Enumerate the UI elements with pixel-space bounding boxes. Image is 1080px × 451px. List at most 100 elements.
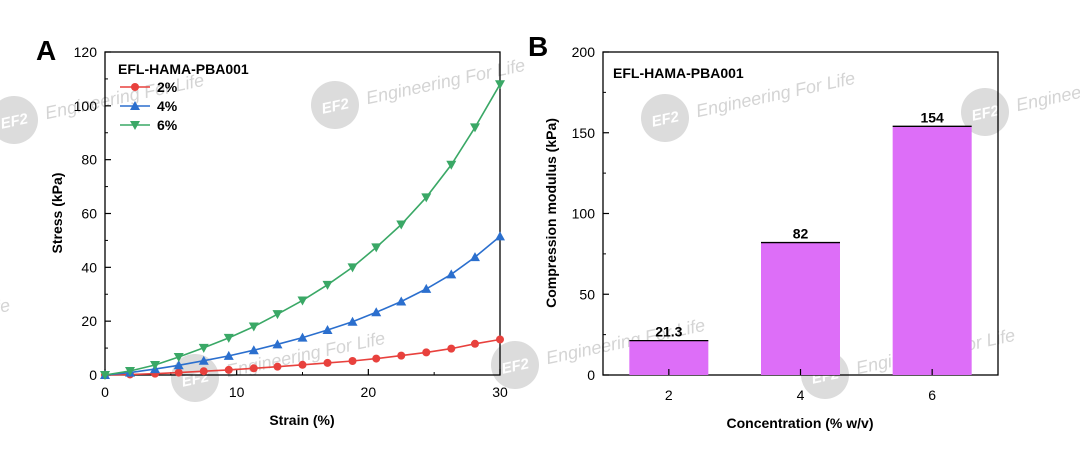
data-point-series-3 bbox=[173, 352, 184, 362]
bar-value-label: 154 bbox=[920, 109, 944, 125]
data-point-series-2 bbox=[297, 332, 308, 342]
y-tick-label: 60 bbox=[81, 206, 97, 222]
watermark-logo-icon bbox=[961, 88, 1009, 136]
panel-b-x-axis-title: Concentration (% w/v) bbox=[726, 415, 873, 431]
data-point-series-3 bbox=[469, 123, 480, 133]
watermark-logo-text: EF2 bbox=[0, 110, 30, 132]
panel-a-y-axis-title: Stress (kPa) bbox=[49, 173, 65, 254]
x-tick-label: 2 bbox=[665, 387, 673, 403]
y-tick-label: 40 bbox=[81, 259, 97, 275]
watermark-logo-text: EF2 bbox=[650, 108, 681, 130]
data-point-series-2 bbox=[421, 283, 432, 293]
panel-b-y-axis-title: Compression modulus (kPa) bbox=[543, 118, 559, 308]
y-tick-label: 80 bbox=[81, 152, 97, 168]
watermark-logo-text: EF2 bbox=[320, 95, 351, 117]
data-point-series-3 bbox=[495, 80, 505, 90]
x-tick-label: 6 bbox=[928, 387, 936, 403]
legend-entry-label: 2% bbox=[157, 79, 178, 95]
legend-marker bbox=[131, 83, 139, 91]
panel-a-x-axis-title: Strain (%) bbox=[269, 412, 334, 428]
watermark-4: EF2 Engineering For Life bbox=[961, 62, 1080, 136]
y-tick-label: 0 bbox=[587, 367, 595, 383]
data-point-series-1 bbox=[224, 365, 233, 374]
watermark-logo-icon bbox=[171, 354, 219, 402]
panel-a-stress-strain-chart: A 0 10 20 30 0 20 40 60 80 100 120 EFL-HAMA-PBA001… bbox=[36, 35, 508, 428]
watermark-logo-icon bbox=[641, 94, 689, 142]
data-point-series-3 bbox=[272, 310, 283, 320]
panel-b-label: B bbox=[528, 31, 548, 62]
data-point-series-2 bbox=[173, 360, 184, 370]
data-point-series-3 bbox=[322, 280, 333, 290]
data-point-series-2 bbox=[371, 307, 382, 317]
data-point-series-2 bbox=[396, 296, 407, 306]
y-tick-label: 100 bbox=[74, 98, 98, 114]
legend-entry-label: 6% bbox=[157, 117, 178, 133]
bar-value-label: 82 bbox=[793, 226, 809, 242]
x-tick-label: 10 bbox=[229, 384, 245, 400]
data-point-series-1 bbox=[273, 362, 282, 371]
y-tick-label: 120 bbox=[74, 44, 98, 60]
x-tick-label: 30 bbox=[492, 384, 508, 400]
y-tick-label: 200 bbox=[572, 44, 596, 60]
data-point-series-3 bbox=[223, 333, 234, 343]
watermark-logo-text: EF2 bbox=[970, 102, 1001, 124]
data-point-series-1 bbox=[496, 335, 504, 344]
data-point-series-1 bbox=[422, 348, 431, 357]
data-point-series-3 bbox=[421, 193, 432, 203]
data-point-series-2 bbox=[469, 252, 480, 262]
bar-value-label: 21.3 bbox=[655, 324, 682, 340]
data-point-series-1 bbox=[249, 364, 258, 373]
data-point-series-3 bbox=[297, 296, 308, 306]
y-tick-label: 0 bbox=[89, 367, 97, 383]
bar bbox=[761, 242, 840, 375]
y-tick-label: 100 bbox=[572, 206, 596, 222]
watermark-5: EF2 Engineering For Life bbox=[0, 295, 12, 348]
watermark-2: EF2 Engineering For Life bbox=[311, 55, 527, 129]
y-tick-label: 150 bbox=[572, 125, 596, 141]
watermark-logo-icon bbox=[311, 81, 359, 129]
data-point-series-3 bbox=[248, 322, 259, 332]
panel-a-series bbox=[100, 80, 505, 380]
data-point-series-1 bbox=[199, 367, 208, 376]
data-point-series-2 bbox=[223, 350, 234, 360]
panel-a-chart-title: EFL-HAMA-PBA001 bbox=[118, 61, 249, 77]
data-point-series-3 bbox=[125, 366, 136, 376]
y-tick-label: 20 bbox=[81, 313, 97, 329]
data-point-series-2 bbox=[198, 355, 209, 365]
legend-marker bbox=[130, 101, 140, 110]
panel-a-label: A bbox=[36, 35, 56, 66]
watermark-logo-icon bbox=[0, 96, 38, 144]
panel-a-legend: 2% 4% 6% bbox=[120, 79, 178, 133]
watermark-logo-text: EF2 bbox=[500, 355, 531, 377]
panel-a-axis-ticks: 0 10 20 30 0 20 40 60 80 100 120 bbox=[74, 44, 508, 400]
watermark-text: Engineering For Life bbox=[0, 295, 12, 348]
y-tick-label: 50 bbox=[579, 286, 595, 302]
panel-b-bars: 21.3 82 154 bbox=[629, 109, 972, 375]
data-point-series-3 bbox=[150, 361, 161, 371]
data-point-series-2 bbox=[446, 269, 457, 279]
data-point-series-3 bbox=[347, 263, 358, 273]
bar bbox=[892, 126, 972, 375]
data-point-series-2 bbox=[272, 339, 283, 349]
x-tick-label: 20 bbox=[361, 384, 377, 400]
data-point-series-3 bbox=[198, 343, 209, 353]
data-point-series-1 bbox=[397, 351, 406, 360]
panel-b-chart-title: EFL-HAMA-PBA001 bbox=[613, 65, 744, 81]
data-point-series-3 bbox=[396, 220, 407, 230]
watermark-text: Engineering For Life bbox=[43, 70, 206, 123]
data-point-series-3 bbox=[446, 160, 457, 170]
x-tick-label: 0 bbox=[101, 384, 109, 400]
x-tick-label: 4 bbox=[797, 387, 805, 403]
data-point-series-1 bbox=[372, 354, 381, 363]
legend-entry-label: 4% bbox=[157, 98, 178, 114]
panel-b-axis-ticks: 2 4 6 0 50 100 150 200 bbox=[572, 44, 937, 403]
data-point-series-1 bbox=[174, 368, 183, 377]
data-point-series-1 bbox=[323, 358, 332, 367]
panel-b-compression-modulus-chart: B 21.3 82 154 2 4 6 0 50 100 150 200 EFL-HAMA-PBA… bbox=[528, 31, 999, 431]
data-point-series-2 bbox=[347, 316, 358, 326]
data-point-series-1 bbox=[348, 357, 357, 366]
data-point-series-2 bbox=[248, 345, 259, 355]
data-point-series-1 bbox=[298, 360, 307, 369]
legend-marker bbox=[130, 121, 140, 130]
